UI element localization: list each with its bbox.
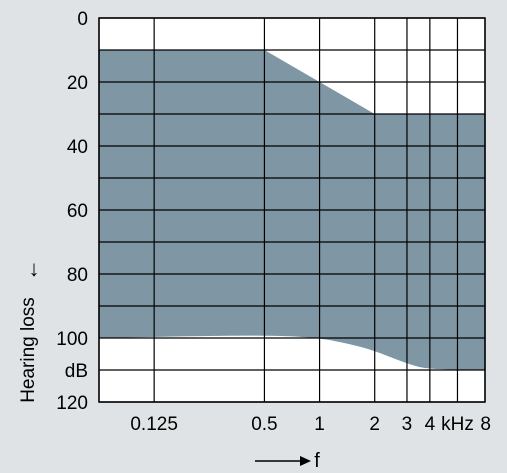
y-axis-arrow: ↓ bbox=[29, 256, 40, 281]
plot-frame bbox=[98, 17, 486, 403]
y-tick-labels: 0 20 40 60 80 100 dB 120 bbox=[56, 9, 88, 414]
y-tick-label: 0 bbox=[77, 9, 88, 30]
x-tick-labels: 0.125 0.5 1 2 3 4 kHz 8 bbox=[130, 414, 491, 435]
x-tick-label: 3 bbox=[402, 414, 413, 435]
grid-layer bbox=[98, 17, 486, 403]
y-tick-label: 120 bbox=[56, 393, 88, 414]
x-tick-label: kHz bbox=[441, 414, 474, 435]
axis-labels: Hearing loss ↓ f bbox=[18, 256, 320, 472]
y-axis-label: Hearing loss bbox=[18, 297, 39, 403]
y-tick-label: 100 bbox=[56, 329, 88, 350]
x-tick-label: 8 bbox=[480, 414, 491, 435]
y-tick-label: 40 bbox=[67, 137, 88, 158]
x-tick-label: 2 bbox=[369, 414, 380, 435]
x-tick-label: 1 bbox=[314, 414, 325, 435]
x-axis-arrow-head bbox=[300, 456, 311, 466]
y-tick-label: 80 bbox=[67, 265, 88, 286]
x-tick-label: 0.5 bbox=[251, 414, 277, 435]
y-tick-label: 60 bbox=[67, 201, 88, 222]
x-tick-label: 0.125 bbox=[130, 414, 178, 435]
x-tick-label: 4 bbox=[425, 414, 436, 435]
y-tick-label: dB bbox=[65, 361, 88, 382]
x-axis-label: f bbox=[314, 450, 320, 468]
y-tick-label: 20 bbox=[67, 73, 88, 94]
